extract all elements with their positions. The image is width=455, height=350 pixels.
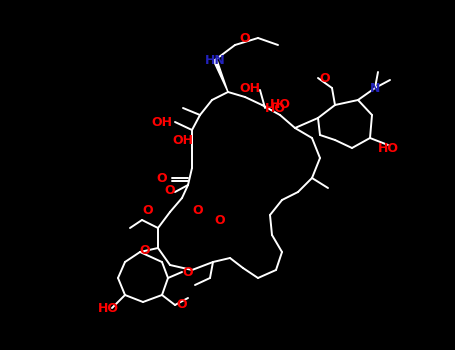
Text: HN: HN: [205, 54, 225, 66]
Polygon shape: [212, 59, 228, 92]
Text: OH: OH: [239, 82, 261, 95]
Text: O: O: [183, 266, 193, 279]
Text: O: O: [165, 183, 175, 196]
Text: HO: HO: [264, 102, 285, 114]
Text: O: O: [157, 172, 167, 184]
Text: HO: HO: [97, 301, 118, 315]
Text: OH: OH: [172, 133, 193, 147]
Text: N: N: [370, 82, 380, 95]
Text: O: O: [140, 244, 150, 257]
Text: O: O: [192, 203, 203, 217]
Text: O: O: [320, 71, 330, 84]
Text: OH: OH: [152, 116, 172, 128]
Text: HO: HO: [378, 141, 399, 154]
Text: O: O: [215, 214, 225, 226]
Text: O: O: [177, 299, 187, 312]
Text: O: O: [143, 203, 153, 217]
Text: O: O: [240, 32, 250, 44]
Text: HO: HO: [269, 98, 290, 112]
